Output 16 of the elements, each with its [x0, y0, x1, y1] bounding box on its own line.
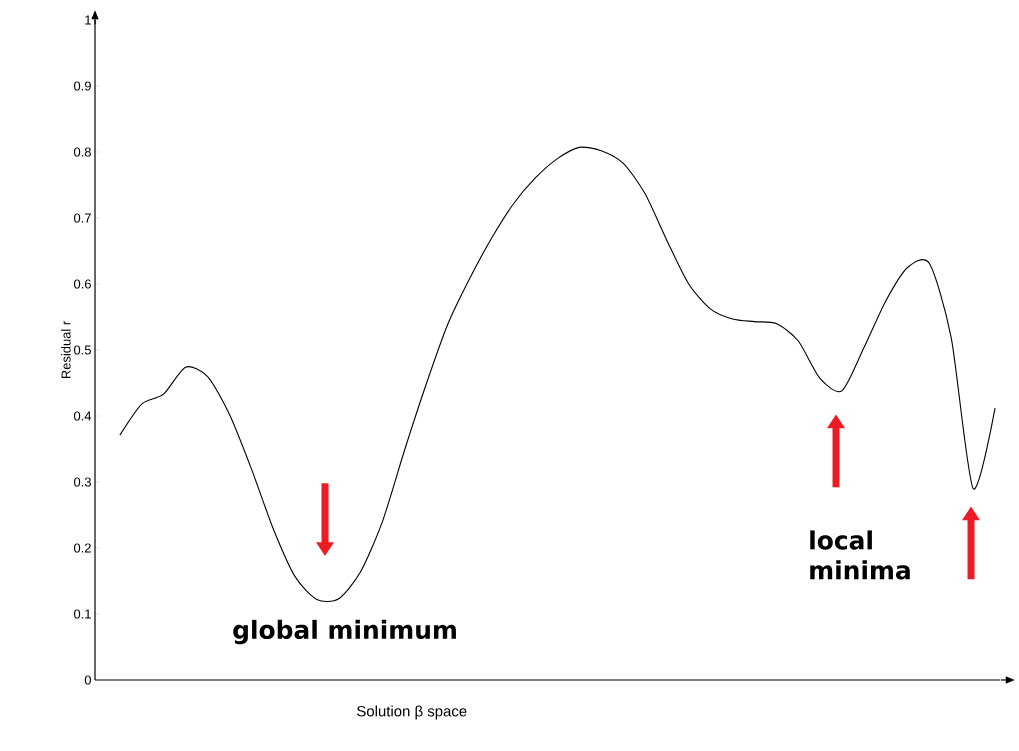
line-series — [119, 146, 996, 602]
x-axis-title: Solution β space — [357, 705, 467, 720]
y-axis-title: Residual r — [61, 321, 71, 379]
y-tick-label: 0.8 — [73, 147, 91, 157]
y-tick-label: 0 — [84, 675, 91, 685]
y-tick-label: 0.1 — [73, 609, 91, 619]
y-tick-label: 0.3 — [73, 477, 91, 487]
annotation: local minima — [810, 530, 910, 580]
annotation: global minimum — [233, 619, 456, 645]
y-tick-label: 0.7 — [73, 213, 91, 223]
y-tick-label: 0.5 — [73, 345, 91, 355]
y-tick-label: 0.4 — [73, 411, 92, 421]
y-tick-label: 0.6 — [73, 279, 91, 289]
y-tick-label: 0.2 — [73, 543, 91, 553]
y-tick-label: 1 — [85, 15, 91, 25]
y-tick-label: 0.9 — [73, 81, 91, 91]
